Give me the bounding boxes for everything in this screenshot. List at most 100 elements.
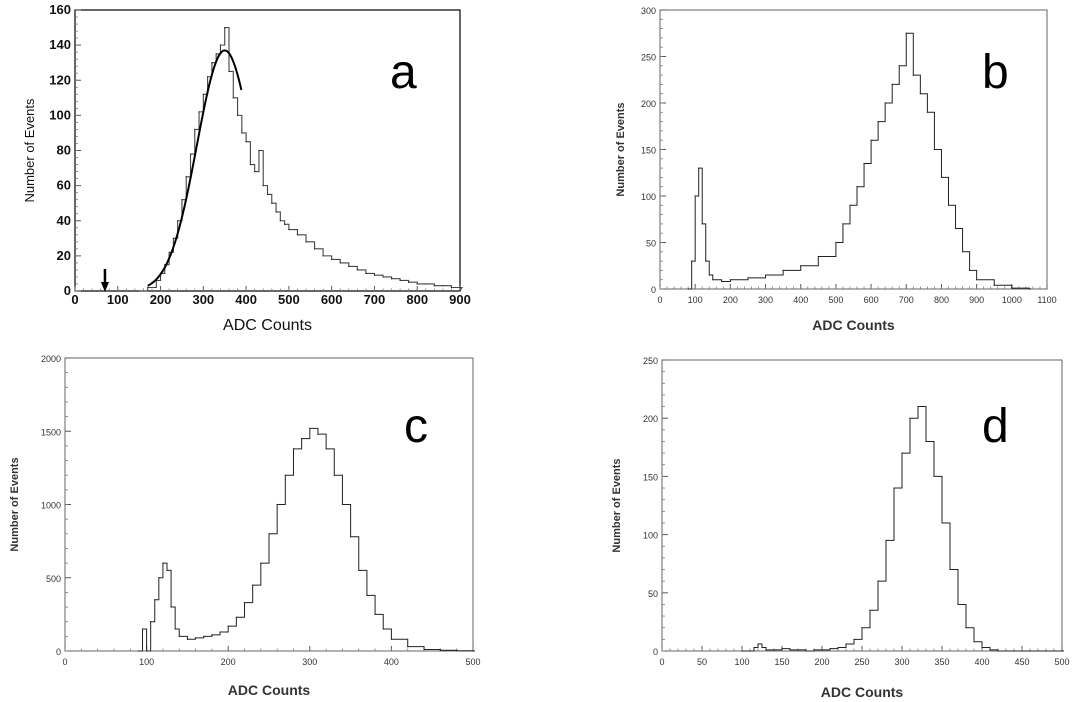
histogram-bin <box>805 650 807 652</box>
histogram-bin <box>729 279 731 281</box>
x-axis-label: ADC Counts <box>812 317 895 333</box>
histogram-bin <box>898 65 900 67</box>
y-tick-label: 140 <box>49 37 71 52</box>
histogram-bin <box>885 539 887 542</box>
histogram-bin <box>177 220 179 222</box>
histogram-bin <box>243 602 246 604</box>
histogram-bin <box>817 255 819 258</box>
histogram-bin <box>891 83 893 85</box>
x-axis-label: ADC Counts <box>228 682 311 698</box>
x-tick-label: 450 <box>1014 657 1029 667</box>
y-tick-label: 150 <box>641 146 656 156</box>
y-tick-label: 500 <box>46 574 61 584</box>
histogram-bin <box>919 93 921 95</box>
y-tick-label: 50 <box>646 239 656 249</box>
x-tick-label: 600 <box>864 295 879 305</box>
chart-panel-c: 0 100 200 300 400 500 0 500 1000 1500 2000 ADC Coun… <box>9 354 481 698</box>
histogram-bin <box>202 93 204 95</box>
histogram-bin <box>399 279 401 282</box>
histogram-bin <box>198 111 200 113</box>
histogram-bin <box>232 97 234 99</box>
histogram-bin <box>837 646 839 649</box>
fit-curve <box>147 49 243 287</box>
histogram-bin <box>341 503 344 506</box>
x-tick-label: 200 <box>814 657 829 667</box>
histogram-bin <box>162 562 164 564</box>
histogram-bin <box>757 643 759 645</box>
y-tick-label: 150 <box>643 472 658 482</box>
x-tick-label: 100 <box>688 295 703 305</box>
y-axis-label: Number of Events <box>9 457 21 551</box>
histogram-bin <box>472 650 474 652</box>
histogram-bin <box>147 286 149 289</box>
histogram-bin <box>835 241 837 244</box>
y-tick-label: 100 <box>49 107 71 122</box>
histogram-bin <box>224 26 226 29</box>
histogram-bin <box>146 650 148 652</box>
histogram-bin <box>981 646 983 649</box>
y-tick-label: 250 <box>641 53 656 63</box>
histogram-bin <box>296 234 299 236</box>
chart-panel-b: 0 100 200 300 400 500 600 700 800 900 1000 1100 0 50 1… <box>615 6 1057 333</box>
histogram-bin <box>1028 288 1031 290</box>
histogram-bin <box>456 650 458 652</box>
x-tick-label: 700 <box>364 292 386 307</box>
histogram-series <box>742 406 1064 652</box>
histogram-bin <box>1029 650 1031 652</box>
histogram-bin <box>252 584 254 586</box>
histogram-bin <box>957 603 959 606</box>
histogram-bin <box>917 405 919 408</box>
x-tick-label: 200 <box>150 292 172 307</box>
y-tick-label: 160 <box>49 2 71 17</box>
histogram-bin <box>279 220 281 222</box>
chart-panel-d: 0 50 100 150 200 250 300 350 400 450 500 0 50 100 150 2… <box>611 356 1070 700</box>
histogram-bin <box>989 649 991 651</box>
histogram-bin <box>856 186 858 188</box>
histogram-bin <box>325 448 327 450</box>
x-tick-label: 350 <box>934 657 949 667</box>
histogram-bin <box>926 111 928 113</box>
histogram-bin <box>442 285 444 287</box>
x-tick-label: 100 <box>107 292 129 307</box>
histogram-bin <box>961 251 964 253</box>
histogram-bin <box>764 274 767 276</box>
histogram-bin <box>189 153 192 155</box>
histogram-bin <box>789 649 791 651</box>
histogram-bin <box>965 627 967 629</box>
histogram-bin <box>350 536 352 538</box>
x-tick-label: 0 <box>62 657 67 667</box>
histogram-bin <box>305 241 307 243</box>
histogram-bin <box>168 251 170 253</box>
histogram-bin <box>284 474 286 476</box>
histogram-bin <box>194 637 197 639</box>
histogram-bin <box>181 199 183 201</box>
histogram-bin <box>933 148 936 151</box>
histogram-bin <box>949 568 951 571</box>
histogram-bin <box>912 74 914 76</box>
histogram-bin <box>439 649 441 651</box>
histogram-bin <box>773 649 775 651</box>
histogram-bin <box>698 167 700 169</box>
histogram-bin <box>969 269 971 271</box>
histogram-bin <box>215 53 217 55</box>
histogram-bin <box>781 648 783 650</box>
histogram-bin <box>166 569 168 572</box>
x-tick-label: 500 <box>465 657 480 667</box>
histogram-bin <box>309 427 311 429</box>
y-tick-label: 20 <box>57 248 71 263</box>
x-tick-label: 800 <box>934 295 949 305</box>
x-tick-label: 250 <box>854 657 869 667</box>
histogram-bin <box>909 417 911 419</box>
histogram-bin <box>720 280 723 283</box>
histogram-bin <box>211 62 213 64</box>
x-tick-label: 600 <box>321 292 343 307</box>
histogram-bin <box>416 283 418 285</box>
histogram-bin <box>849 204 851 206</box>
x-tick-label: 900 <box>969 295 984 305</box>
histogram-bin <box>893 487 895 489</box>
histogram-bin <box>374 613 376 615</box>
histogram-bin <box>241 132 243 134</box>
histogram-bin <box>877 121 879 123</box>
histogram-bin <box>137 650 140 652</box>
